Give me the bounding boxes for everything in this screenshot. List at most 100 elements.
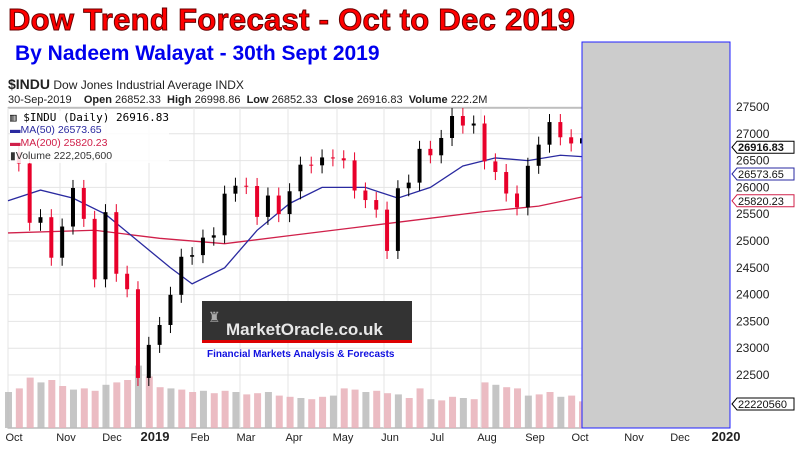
y-tick-label: 24000 [736, 288, 770, 302]
y-tick-label: 22500 [736, 368, 770, 382]
volume-bar [351, 389, 359, 428]
candle-up [233, 185, 238, 194]
volume-bar [80, 388, 88, 428]
chart-title: Dow Trend Forecast - Oct to Dec 2019 [7, 2, 576, 38]
volume-bar [59, 386, 67, 428]
legend-ma50-text: MA(50) 26573.65 [20, 124, 102, 136]
volume-bar [178, 389, 186, 428]
volume-bar [243, 394, 251, 428]
candle-up [525, 165, 530, 208]
volume-bar [5, 392, 12, 428]
x-tick-label: Jul [430, 432, 444, 444]
ticker: $INDU [8, 76, 51, 92]
candle-down [49, 217, 54, 258]
y-tick-label: 27000 [736, 127, 770, 141]
candle-down [92, 218, 97, 280]
y-tick-label: 25500 [736, 207, 770, 221]
volume-bar [535, 394, 543, 428]
volume-bar [427, 399, 435, 428]
x-tick-label: Nov [624, 432, 644, 444]
candle-up [190, 255, 195, 257]
candle-up [395, 188, 400, 251]
candle-up [179, 256, 184, 295]
ohlc-line: 30-Sep-2019 Open 26852.33 High 26998.86 … [8, 94, 580, 106]
candle-up [265, 195, 270, 217]
y-tick-label: 23000 [736, 341, 770, 355]
volume-bar [319, 396, 327, 428]
volume-bar [373, 390, 381, 428]
volume-bar [362, 392, 370, 428]
volume-bar [210, 393, 218, 428]
volume-bar [384, 393, 392, 428]
chart-subtitle: By Nadeem Walayat - 30th Sept 2019 [15, 42, 380, 65]
volume-bar [394, 394, 402, 428]
volume-bar [470, 399, 478, 428]
candle-down [352, 160, 357, 191]
volume-bar [459, 398, 467, 428]
open-label: Open [83, 94, 112, 106]
forecast-region [581, 41, 731, 429]
volume-bar [37, 382, 45, 428]
volume-tag-box [731, 397, 795, 411]
volume-bar [438, 400, 446, 428]
close-label: Close [323, 94, 354, 106]
volume-bar [492, 384, 500, 428]
candle-up [320, 157, 325, 166]
candle-down [569, 137, 574, 144]
x-tick-label: Sep [525, 432, 545, 444]
volume-bar [124, 380, 132, 428]
legend: ▥ $INDU (Daily) 26916.83 ▬MA(50) 26573.6… [10, 111, 169, 163]
exchange: INDX [215, 78, 244, 92]
price-tag-text: 26916.83 [738, 142, 784, 154]
candle-up [439, 137, 444, 156]
legend-volume: ▮Volume 222,205,600 [10, 150, 113, 162]
volume-bar [297, 398, 305, 428]
candle-up [298, 164, 303, 192]
x-tick-label: Dec [102, 432, 122, 444]
y-tick-label: 25000 [736, 234, 770, 248]
volume-label: Volume [408, 94, 448, 106]
candle-up [450, 116, 455, 138]
candle-down [255, 186, 260, 217]
legend-ma200-text: MA(200) 25820.23 [20, 137, 108, 149]
legend-price: ▥ $INDU (Daily) 26916.83 [10, 111, 169, 124]
candle-up [471, 123, 476, 126]
volume-bar [69, 389, 77, 428]
candle-up [157, 324, 162, 345]
candle-down [363, 190, 368, 201]
y-tick-label: 27500 [736, 100, 770, 114]
x-tick-label: Aug [477, 432, 497, 444]
candle-down [114, 212, 119, 274]
low-label: Low [246, 94, 269, 106]
volume-bar [254, 393, 262, 428]
logo-figure: ♜ [208, 309, 221, 325]
candle-down [135, 289, 140, 378]
volume-bar [221, 390, 229, 428]
candle-down [493, 161, 498, 173]
candle-up [200, 237, 205, 256]
low-value: 26852.33 [271, 94, 318, 106]
y-tick-label: 23500 [736, 314, 770, 328]
market-oracle-logo: ♜ MarketOracle.co.uk Financial Markets A… [202, 301, 412, 360]
x-tick-label: May [333, 432, 354, 444]
y-tick-label: 24500 [736, 261, 770, 275]
candle-down [385, 209, 390, 251]
candle-up [146, 344, 151, 378]
high-label: High [167, 94, 192, 106]
candle-down [460, 116, 465, 126]
candle-up [103, 212, 108, 280]
price-tag-box [731, 140, 795, 154]
volume-bar [15, 388, 23, 428]
ma200-line [7, 196, 583, 245]
legend-price-text: $INDU (Daily) 26916.83 [23, 111, 169, 124]
candle-down [244, 185, 249, 187]
volume-bar [102, 384, 110, 428]
quote-date: 30-Sep-2019 [8, 94, 72, 106]
logo-text: MarketOracle.co.uk [226, 320, 383, 339]
volume-bar [199, 390, 207, 428]
candle-up [211, 235, 216, 238]
symbol-line: $INDU Dow Jones Industrial Average INDX [8, 76, 244, 92]
x-tick-label: Nov [56, 432, 76, 444]
ma50-tag-text: 26573.65 [738, 169, 784, 181]
